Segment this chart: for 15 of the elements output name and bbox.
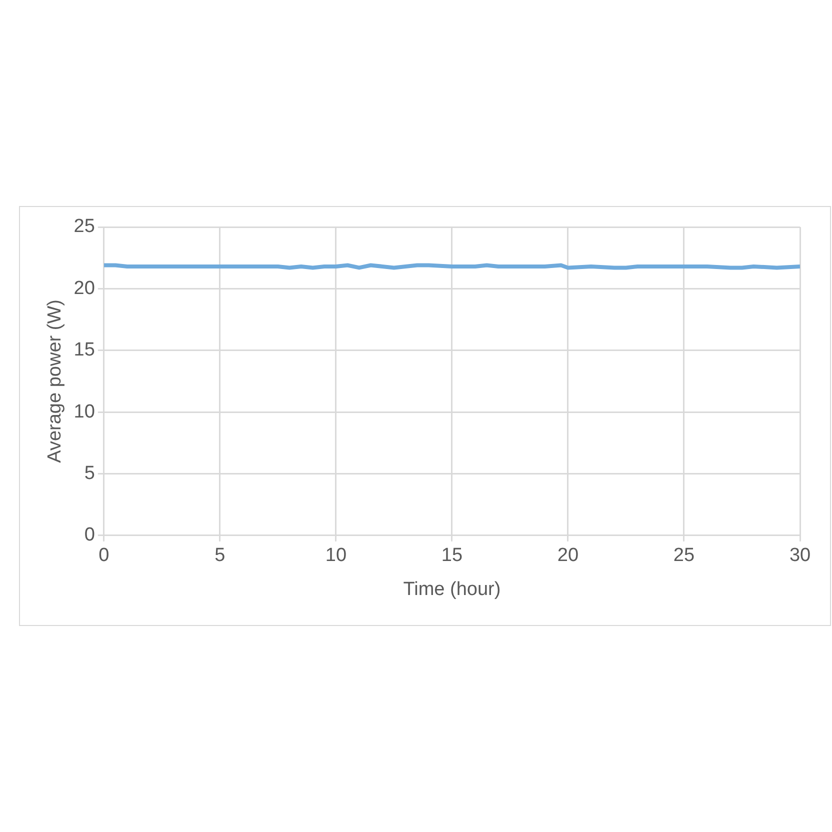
y-tick-label: 15 xyxy=(74,340,95,361)
x-tick-label: 20 xyxy=(557,545,579,566)
y-axis-title: Average power (W) xyxy=(44,300,66,463)
x-tick-label: 5 xyxy=(214,545,226,566)
y-tick-label: 10 xyxy=(74,401,95,422)
x-tick-label: 30 xyxy=(789,545,811,566)
x-tick-label: 0 xyxy=(98,545,110,566)
x-axis-title: Time (hour) xyxy=(403,578,501,600)
y-tick-label: 5 xyxy=(84,462,95,484)
y-tick-label: 20 xyxy=(74,278,95,299)
y-tick-label: 0 xyxy=(84,524,95,546)
x-tick-label: 10 xyxy=(325,545,347,566)
x-tick-label: 15 xyxy=(441,545,463,566)
y-tick-label: 25 xyxy=(74,216,95,238)
x-tick-label: 25 xyxy=(673,545,695,566)
